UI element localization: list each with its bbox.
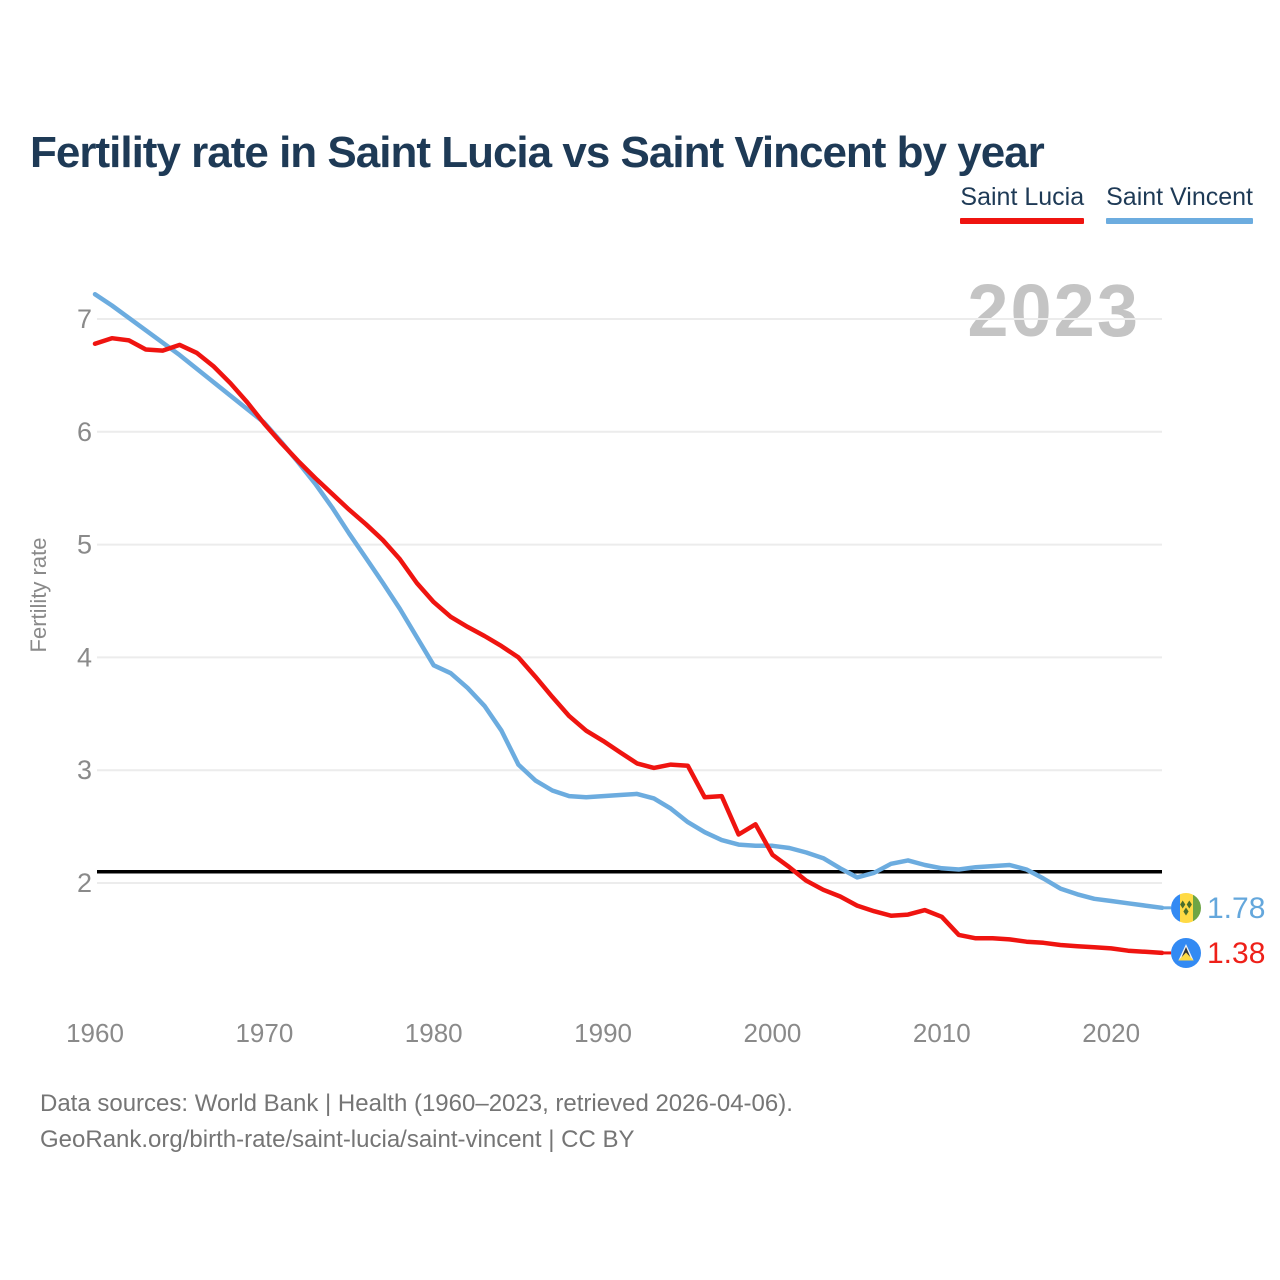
legend-item-saint-lucia[interactable]: Saint Lucia — [960, 183, 1085, 224]
x-tick-1990: 1990 — [574, 1018, 632, 1048]
legend-underline-saint-vincent — [1106, 218, 1253, 224]
saint-vincent-flag-icon — [1171, 893, 1201, 923]
x-tick-1970: 1970 — [235, 1018, 293, 1048]
y-tick-6: 6 — [77, 417, 92, 447]
y-axis-title: Fertility rate — [26, 538, 51, 653]
footer-sources: Data sources: World Bank | Health (1960–… — [40, 1090, 793, 1117]
x-tick-1960: 1960 — [66, 1018, 124, 1048]
page-title: Fertility rate in Saint Lucia vs Saint V… — [30, 128, 1045, 178]
y-tick-3: 3 — [77, 755, 92, 785]
series-lines — [92, 291, 1171, 956]
legend-label-saint-lucia: Saint Lucia — [960, 183, 1085, 211]
x-tick-2020: 2020 — [1082, 1018, 1140, 1048]
y-tick-7: 7 — [77, 304, 92, 334]
end-value-saint-lucia: 1.38 — [1207, 937, 1265, 970]
legend-item-saint-vincent[interactable]: Saint Vincent — [1106, 183, 1253, 224]
y-tick-2: 2 — [77, 868, 92, 898]
series-line-saint-vincent — [92, 291, 1165, 911]
x-tick-2000: 2000 — [744, 1018, 802, 1048]
legend: Saint Lucia Saint Vincent — [960, 183, 1253, 224]
footer-attribution: GeoRank.org/birth-rate/saint-lucia/saint… — [40, 1126, 635, 1153]
gridlines — [97, 318, 1162, 884]
series-line-saint-lucia — [92, 335, 1165, 956]
saint-lucia-flag-icon — [1171, 938, 1201, 968]
year-watermark: 2023 — [967, 269, 1140, 352]
x-tick-1980: 1980 — [405, 1018, 463, 1048]
x-tick-2010: 2010 — [913, 1018, 971, 1048]
end-value-saint-vincent: 1.78 — [1207, 892, 1265, 925]
axis-ticks: 2 3 4 5 6 7 1960 1970 1980 1990 2000 2010 2020 — [66, 304, 1140, 1048]
y-tick-4: 4 — [77, 642, 92, 672]
y-tick-5: 5 — [77, 530, 92, 560]
footer: Data sources: World Bank | Health (1960–… — [40, 1086, 793, 1158]
legend-label-saint-vincent: Saint Vincent — [1106, 183, 1253, 211]
legend-underline-saint-lucia — [960, 218, 1085, 224]
